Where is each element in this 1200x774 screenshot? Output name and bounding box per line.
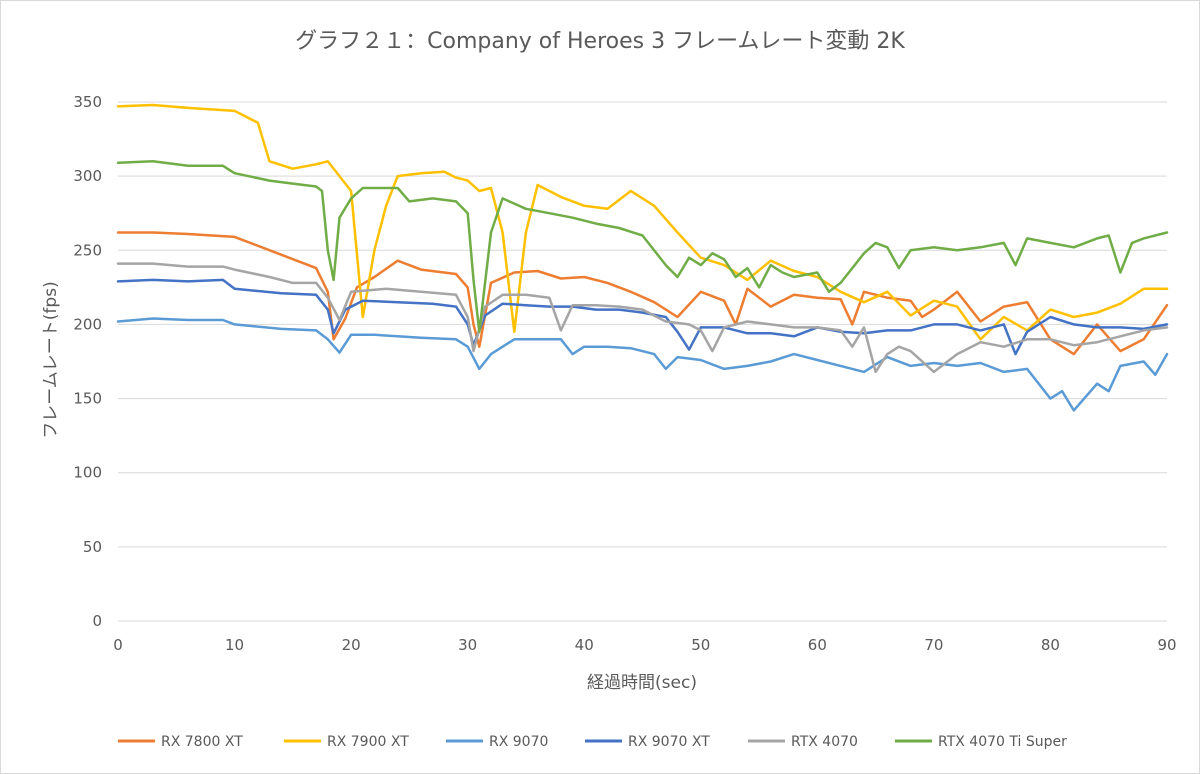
x-tick-label: 50 bbox=[691, 636, 710, 654]
legend-label: RX 7800 XT bbox=[161, 734, 243, 750]
y-tick-label: 50 bbox=[83, 538, 102, 556]
series-line-5 bbox=[116, 160, 1169, 334]
x-tick-label: 20 bbox=[342, 636, 361, 654]
y-tick-label: 250 bbox=[73, 241, 102, 259]
legend-item-4: RTX 4070 bbox=[748, 734, 858, 750]
x-axis-label: 経過時間(sec) bbox=[587, 673, 697, 693]
y-axis-label: フレームレート(fps) bbox=[41, 281, 61, 438]
series-lines bbox=[116, 103, 1169, 412]
y-tick-label: 300 bbox=[73, 167, 102, 185]
x-tick-label: 10 bbox=[225, 636, 244, 654]
legend-label: RX 9070 XT bbox=[628, 734, 710, 750]
legend-label: RX 9070 bbox=[489, 734, 548, 750]
legend-label: RX 7900 XT bbox=[327, 734, 409, 750]
legend-item-3: RX 9070 XT bbox=[585, 734, 710, 750]
legend-item-1: RX 7900 XT bbox=[284, 734, 409, 750]
legend-item-5: RTX 4070 Ti Super bbox=[895, 734, 1067, 750]
x-tick-label: 0 bbox=[113, 636, 123, 654]
legend-item-2: RX 9070 bbox=[446, 734, 548, 750]
x-tick-label: 70 bbox=[924, 636, 943, 654]
y-tick-label: 350 bbox=[73, 93, 102, 111]
series-line-2 bbox=[116, 317, 1169, 412]
x-tick-label: 80 bbox=[1041, 636, 1060, 654]
x-tick-label: 40 bbox=[575, 636, 594, 654]
legend: RX 7800 XT RX 7900 XT RX 9070 RX 9070 XT RTX… bbox=[118, 734, 1067, 750]
x-tick-label: 90 bbox=[1157, 636, 1176, 654]
y-tick-label: 200 bbox=[73, 315, 102, 333]
series-line-3 bbox=[116, 278, 1169, 356]
y-tick-label: 0 bbox=[92, 612, 102, 630]
chart-title: グラフ２１：Company of Heroes 3 フレームレート変動 2K bbox=[295, 29, 905, 54]
series-line-4 bbox=[116, 262, 1169, 374]
gridlines bbox=[118, 101, 1167, 622]
y-tick-label: 150 bbox=[73, 390, 102, 408]
y-tick-label: 100 bbox=[73, 464, 102, 482]
x-tick-label: 30 bbox=[458, 636, 477, 654]
x-tick-label: 60 bbox=[808, 636, 827, 654]
series-line-0 bbox=[116, 231, 1169, 356]
legend-item-0: RX 7800 XT bbox=[118, 734, 243, 750]
legend-label: RTX 4070 bbox=[791, 734, 858, 750]
series-line-1 bbox=[116, 103, 1169, 341]
y-axis-ticks: 0 50 100 150 200 250 300 350 bbox=[73, 93, 102, 630]
legend-label: RTX 4070 Ti Super bbox=[938, 734, 1067, 750]
x-axis-ticks: 0 10 20 30 40 50 60 70 80 90 bbox=[113, 636, 1176, 654]
